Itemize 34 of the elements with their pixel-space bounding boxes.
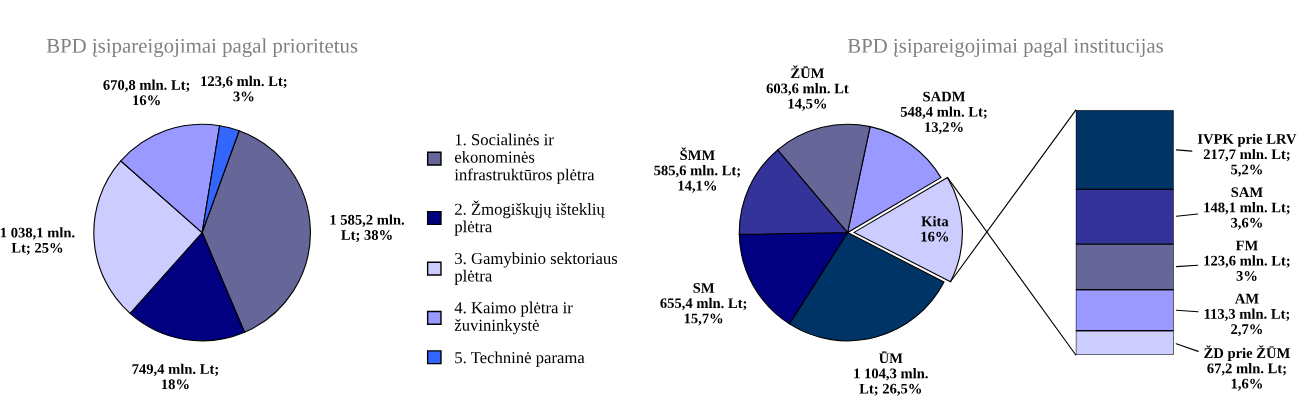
data-label: 16% [921,231,949,242]
data-label: 113,3 mln. Lt; 2,7% [1204,308,1290,337]
data-label: 548,4 mln. Lt; 13,2% [900,106,987,135]
slice-label: SADM [923,91,966,102]
slice-label: ŠMM [680,147,715,161]
legend-label: 5. Techninė parama [455,351,585,367]
data-label: 603,6 mln. Lt 14,5% [766,83,849,111]
slice-label: ŪM [879,351,903,364]
data-label: 670,8 mln. Lt; 16% [103,79,190,106]
legend-label: 2. Žmogiškųjų išteklių plėtra [454,200,605,236]
text: AM [1234,293,1259,304]
legend-label: 1. Socialinės ir ekonominės infrastruktūros plėtra [454,133,595,184]
data-label: 123,6 mln. Lt; 3% [201,75,287,102]
slice-label: SM [693,283,715,293]
chart-title: BPD įsipareigojimai pagal prioritetus [46,38,358,58]
text: FM [1235,240,1258,251]
data-label: 217,7 mln. Lt; 5,2% [1203,148,1290,177]
text: ŽD prie ŽŪM [1204,345,1290,361]
data-label: 749,4 mln. Lt; 18% [132,363,218,390]
series-label: IVPK prie LRV [1197,133,1297,147]
data-label: 148,1 mln. Lt; 3,6% [1204,202,1290,230]
data-label: 67,2 mln. Lt; 1,6% [1207,363,1286,391]
data-label: 1 038,1 mln. Lt; 25% [0,227,75,255]
data-label: 655,4 mln. Lt; 15,7% [660,297,747,326]
data-label: 585,6 mln. Lt; 14,1% [654,165,740,193]
chart-title: BPD įsipareigojimai pagal institucijas [847,38,1163,58]
slice-label: ŽŪM [791,65,824,79]
legend-label: 4. Kaimo plėtra ir žuvininkystė [454,301,573,335]
text: SAM [1231,187,1263,198]
slice-label: Kita [921,216,949,227]
data-label: 123,6 mln. Lt; 3% [1204,255,1290,281]
data-label: 1 104,3 mln. Lt; 26,5% [854,368,928,396]
legend-label: 3. Gamybinio sektoriaus plėtra [454,252,618,285]
data-label: 1 585,2 mln. Lt; 38% [330,214,405,243]
